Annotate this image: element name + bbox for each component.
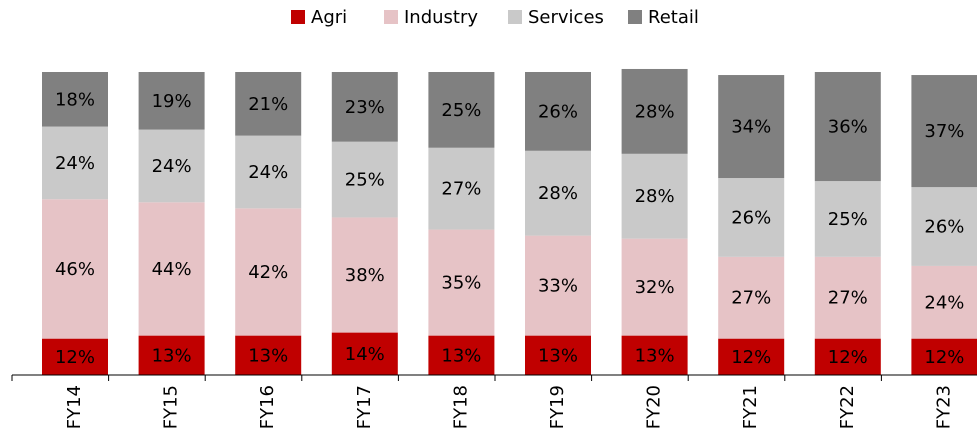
data-label: 33% (538, 276, 578, 297)
bar-segment (621, 68, 688, 154)
data-label: 13% (441, 345, 481, 366)
bar-segment (525, 235, 591, 336)
data-label: 12% (828, 347, 868, 368)
bar-segment (814, 72, 881, 182)
bar-segment (138, 335, 205, 375)
bar-segment (621, 335, 688, 375)
legend-swatch (628, 10, 642, 24)
bar-segment (331, 141, 398, 218)
data-label: 32% (635, 277, 675, 298)
bar-segment (911, 75, 977, 188)
x-tick-label: FY16 (257, 385, 278, 429)
legend-swatch (384, 10, 398, 24)
bar-segment (235, 72, 302, 136)
data-label: 26% (924, 217, 964, 238)
bar-segment (235, 335, 302, 375)
data-label: 24% (152, 156, 192, 177)
x-tick-label: FY14 (64, 385, 85, 429)
x-tick-label: FY18 (450, 385, 471, 429)
x-tick-label: FY20 (644, 385, 665, 429)
legend-label: Retail (648, 7, 699, 28)
data-label: 27% (828, 288, 868, 309)
bar-segment (331, 332, 398, 375)
data-label: 44% (152, 259, 192, 280)
legend-label: Services (528, 7, 604, 28)
data-label: 13% (635, 345, 675, 366)
data-label: 12% (731, 347, 771, 368)
data-label: 14% (345, 344, 385, 365)
bar-segment (525, 150, 591, 236)
bar-segment (138, 129, 205, 203)
bar-segment (911, 338, 977, 375)
bar-segment (814, 256, 881, 339)
data-label: 28% (635, 186, 675, 207)
data-label: 13% (248, 345, 288, 366)
legend-swatch (291, 10, 305, 24)
legend-label: Agri (311, 7, 347, 28)
bar-segment (235, 135, 302, 209)
data-label: 27% (731, 288, 771, 309)
bar-segment (235, 208, 302, 336)
data-label: 25% (345, 170, 385, 191)
bar-segment (525, 72, 591, 151)
bar-segment (814, 338, 881, 375)
data-label: 24% (55, 153, 95, 174)
bar-segment (42, 199, 108, 339)
data-label: 26% (538, 101, 578, 122)
bar-segment (42, 72, 108, 127)
data-label: 28% (538, 183, 578, 204)
bar-segment (331, 72, 398, 142)
x-tick-label: FY15 (161, 385, 182, 429)
bar-segment (428, 72, 495, 148)
data-label: 42% (248, 262, 288, 283)
bar-segment (718, 338, 785, 375)
bar-segment (138, 72, 205, 130)
legend-label: Industry (404, 7, 478, 28)
bar-segment (525, 335, 591, 375)
bar-segment (428, 147, 495, 230)
data-label: 24% (924, 292, 964, 313)
bar-segment (331, 217, 398, 333)
data-label: 21% (248, 94, 288, 115)
data-label: 37% (924, 121, 964, 142)
data-label: 28% (635, 101, 675, 122)
bar-segment (911, 265, 977, 339)
x-tick-label: FY21 (740, 385, 761, 429)
data-label: 19% (152, 91, 192, 112)
bar-segment (428, 229, 495, 336)
data-label: 13% (152, 345, 192, 366)
bar-segment (42, 338, 108, 375)
bar-segment (621, 238, 688, 336)
legend-swatch (508, 10, 522, 24)
data-label: 23% (345, 97, 385, 118)
x-tick-label: FY17 (354, 385, 375, 429)
data-label: 27% (441, 179, 481, 200)
data-label: 18% (55, 89, 95, 110)
data-label: 35% (441, 273, 481, 294)
data-label: 25% (441, 100, 481, 121)
x-tick-label: FY23 (933, 385, 954, 429)
bar-segment (42, 126, 108, 200)
bar-segment (621, 153, 688, 239)
data-label: 34% (731, 117, 771, 138)
data-label: 24% (248, 162, 288, 183)
data-label: 12% (55, 347, 95, 368)
x-tick-label: FY22 (837, 385, 858, 429)
bar-segment (718, 178, 785, 257)
bar-segment (428, 335, 495, 375)
bar-segment (911, 187, 977, 266)
data-label: 46% (55, 259, 95, 280)
data-label: 12% (924, 347, 964, 368)
data-label: 25% (828, 209, 868, 230)
data-label: 26% (731, 207, 771, 228)
bar-segment (718, 75, 785, 179)
bar-segment (718, 256, 785, 339)
data-label: 38% (345, 265, 385, 286)
bar-segment (138, 202, 205, 336)
bar-segment (814, 181, 881, 257)
x-tick-label: FY19 (547, 385, 568, 429)
data-label: 13% (538, 345, 578, 366)
data-label: 36% (828, 117, 868, 138)
